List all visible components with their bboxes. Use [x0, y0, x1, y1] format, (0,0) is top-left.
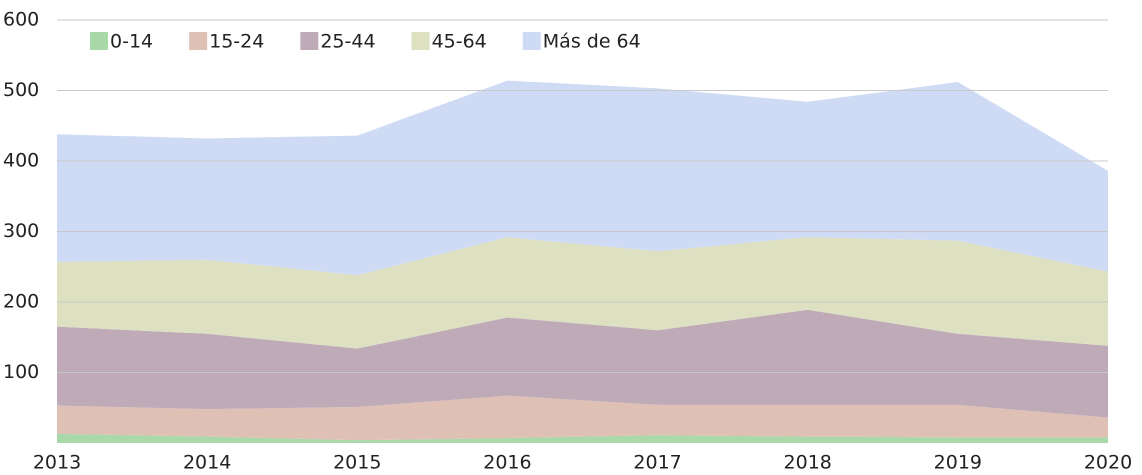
area	[57, 237, 1108, 349]
legend: 0-14 15-24 25-44 45-64 Más de 64	[90, 31, 641, 53]
legend-swatch	[189, 32, 208, 50]
x-tick-label: 2013	[33, 452, 81, 474]
legend-swatch	[300, 32, 319, 50]
y-tick-label: 600	[3, 9, 39, 31]
x-tick-label: 2019	[934, 452, 982, 474]
legend-label: 0-14	[110, 31, 153, 53]
legend-label: 25-44	[320, 31, 375, 53]
legend-swatch	[522, 32, 541, 50]
legend-swatch	[90, 32, 108, 50]
y-tick-label: 100	[3, 361, 39, 383]
x-tick-label: 2014	[183, 452, 231, 474]
areas	[57, 80, 1108, 443]
y-tick-label: 300	[3, 220, 39, 242]
x-tick-label: 2016	[483, 452, 531, 474]
labels: 100 200 300 400 500 600 2013 2014 2015 2016 2017 20…	[3, 9, 1132, 474]
y-tick-label: 200	[3, 291, 39, 313]
x-tick-label: 2015	[333, 452, 381, 474]
area	[57, 433, 1108, 443]
legend-label: 15-24	[209, 31, 264, 53]
y-tick-label: 500	[3, 79, 39, 101]
area	[57, 309, 1108, 418]
y-tick-label: 400	[3, 150, 39, 172]
area	[57, 80, 1108, 276]
x-tick-label: 2017	[633, 452, 681, 474]
x-tick-label: 2020	[1084, 452, 1132, 474]
legend-swatch	[411, 32, 430, 50]
grid	[57, 19, 1108, 373]
x-tick-label: 2018	[784, 452, 832, 474]
legend-label: Más de 64	[543, 31, 641, 53]
area	[57, 395, 1108, 441]
legend-label: 45-64	[432, 31, 487, 53]
